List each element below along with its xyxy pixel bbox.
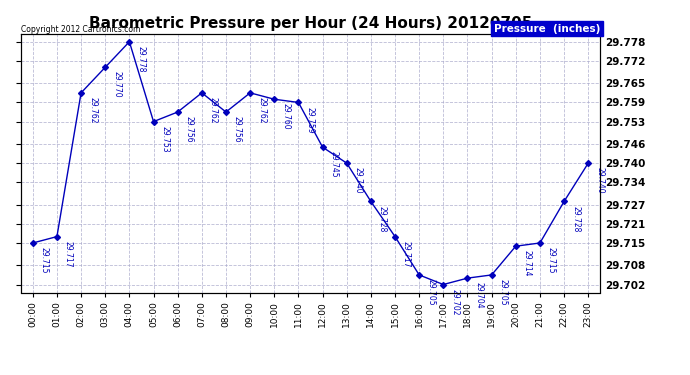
Text: 29.745: 29.745 <box>330 152 339 178</box>
Text: 29.753: 29.753 <box>161 126 170 152</box>
Text: 29.704: 29.704 <box>475 282 484 309</box>
Title: Barometric Pressure per Hour (24 Hours) 20120705: Barometric Pressure per Hour (24 Hours) … <box>89 16 532 31</box>
Text: Pressure  (inches): Pressure (inches) <box>494 24 600 34</box>
Text: 29.715: 29.715 <box>547 247 556 274</box>
Text: 29.702: 29.702 <box>451 289 460 315</box>
Text: 29.778: 29.778 <box>137 46 146 72</box>
Text: 29.756: 29.756 <box>233 116 242 143</box>
Text: 29.705: 29.705 <box>426 279 435 306</box>
Text: 29.717: 29.717 <box>64 241 73 267</box>
Text: 29.770: 29.770 <box>112 72 121 98</box>
Text: 29.762: 29.762 <box>257 97 266 123</box>
Text: 29.714: 29.714 <box>523 251 532 277</box>
Text: 29.705: 29.705 <box>499 279 508 306</box>
Text: 29.717: 29.717 <box>402 241 411 267</box>
Text: 29.715: 29.715 <box>40 247 49 274</box>
Text: 29.740: 29.740 <box>354 167 363 194</box>
Text: Copyright 2012 Cartronics.com: Copyright 2012 Cartronics.com <box>21 25 140 34</box>
Text: 29.756: 29.756 <box>185 116 194 143</box>
Text: 29.759: 29.759 <box>306 106 315 133</box>
Text: 29.762: 29.762 <box>88 97 97 123</box>
Text: 29.740: 29.740 <box>595 167 604 194</box>
Text: 29.728: 29.728 <box>571 206 580 232</box>
Text: 29.760: 29.760 <box>282 104 290 130</box>
Text: 29.762: 29.762 <box>209 97 218 123</box>
Text: 29.728: 29.728 <box>378 206 387 232</box>
